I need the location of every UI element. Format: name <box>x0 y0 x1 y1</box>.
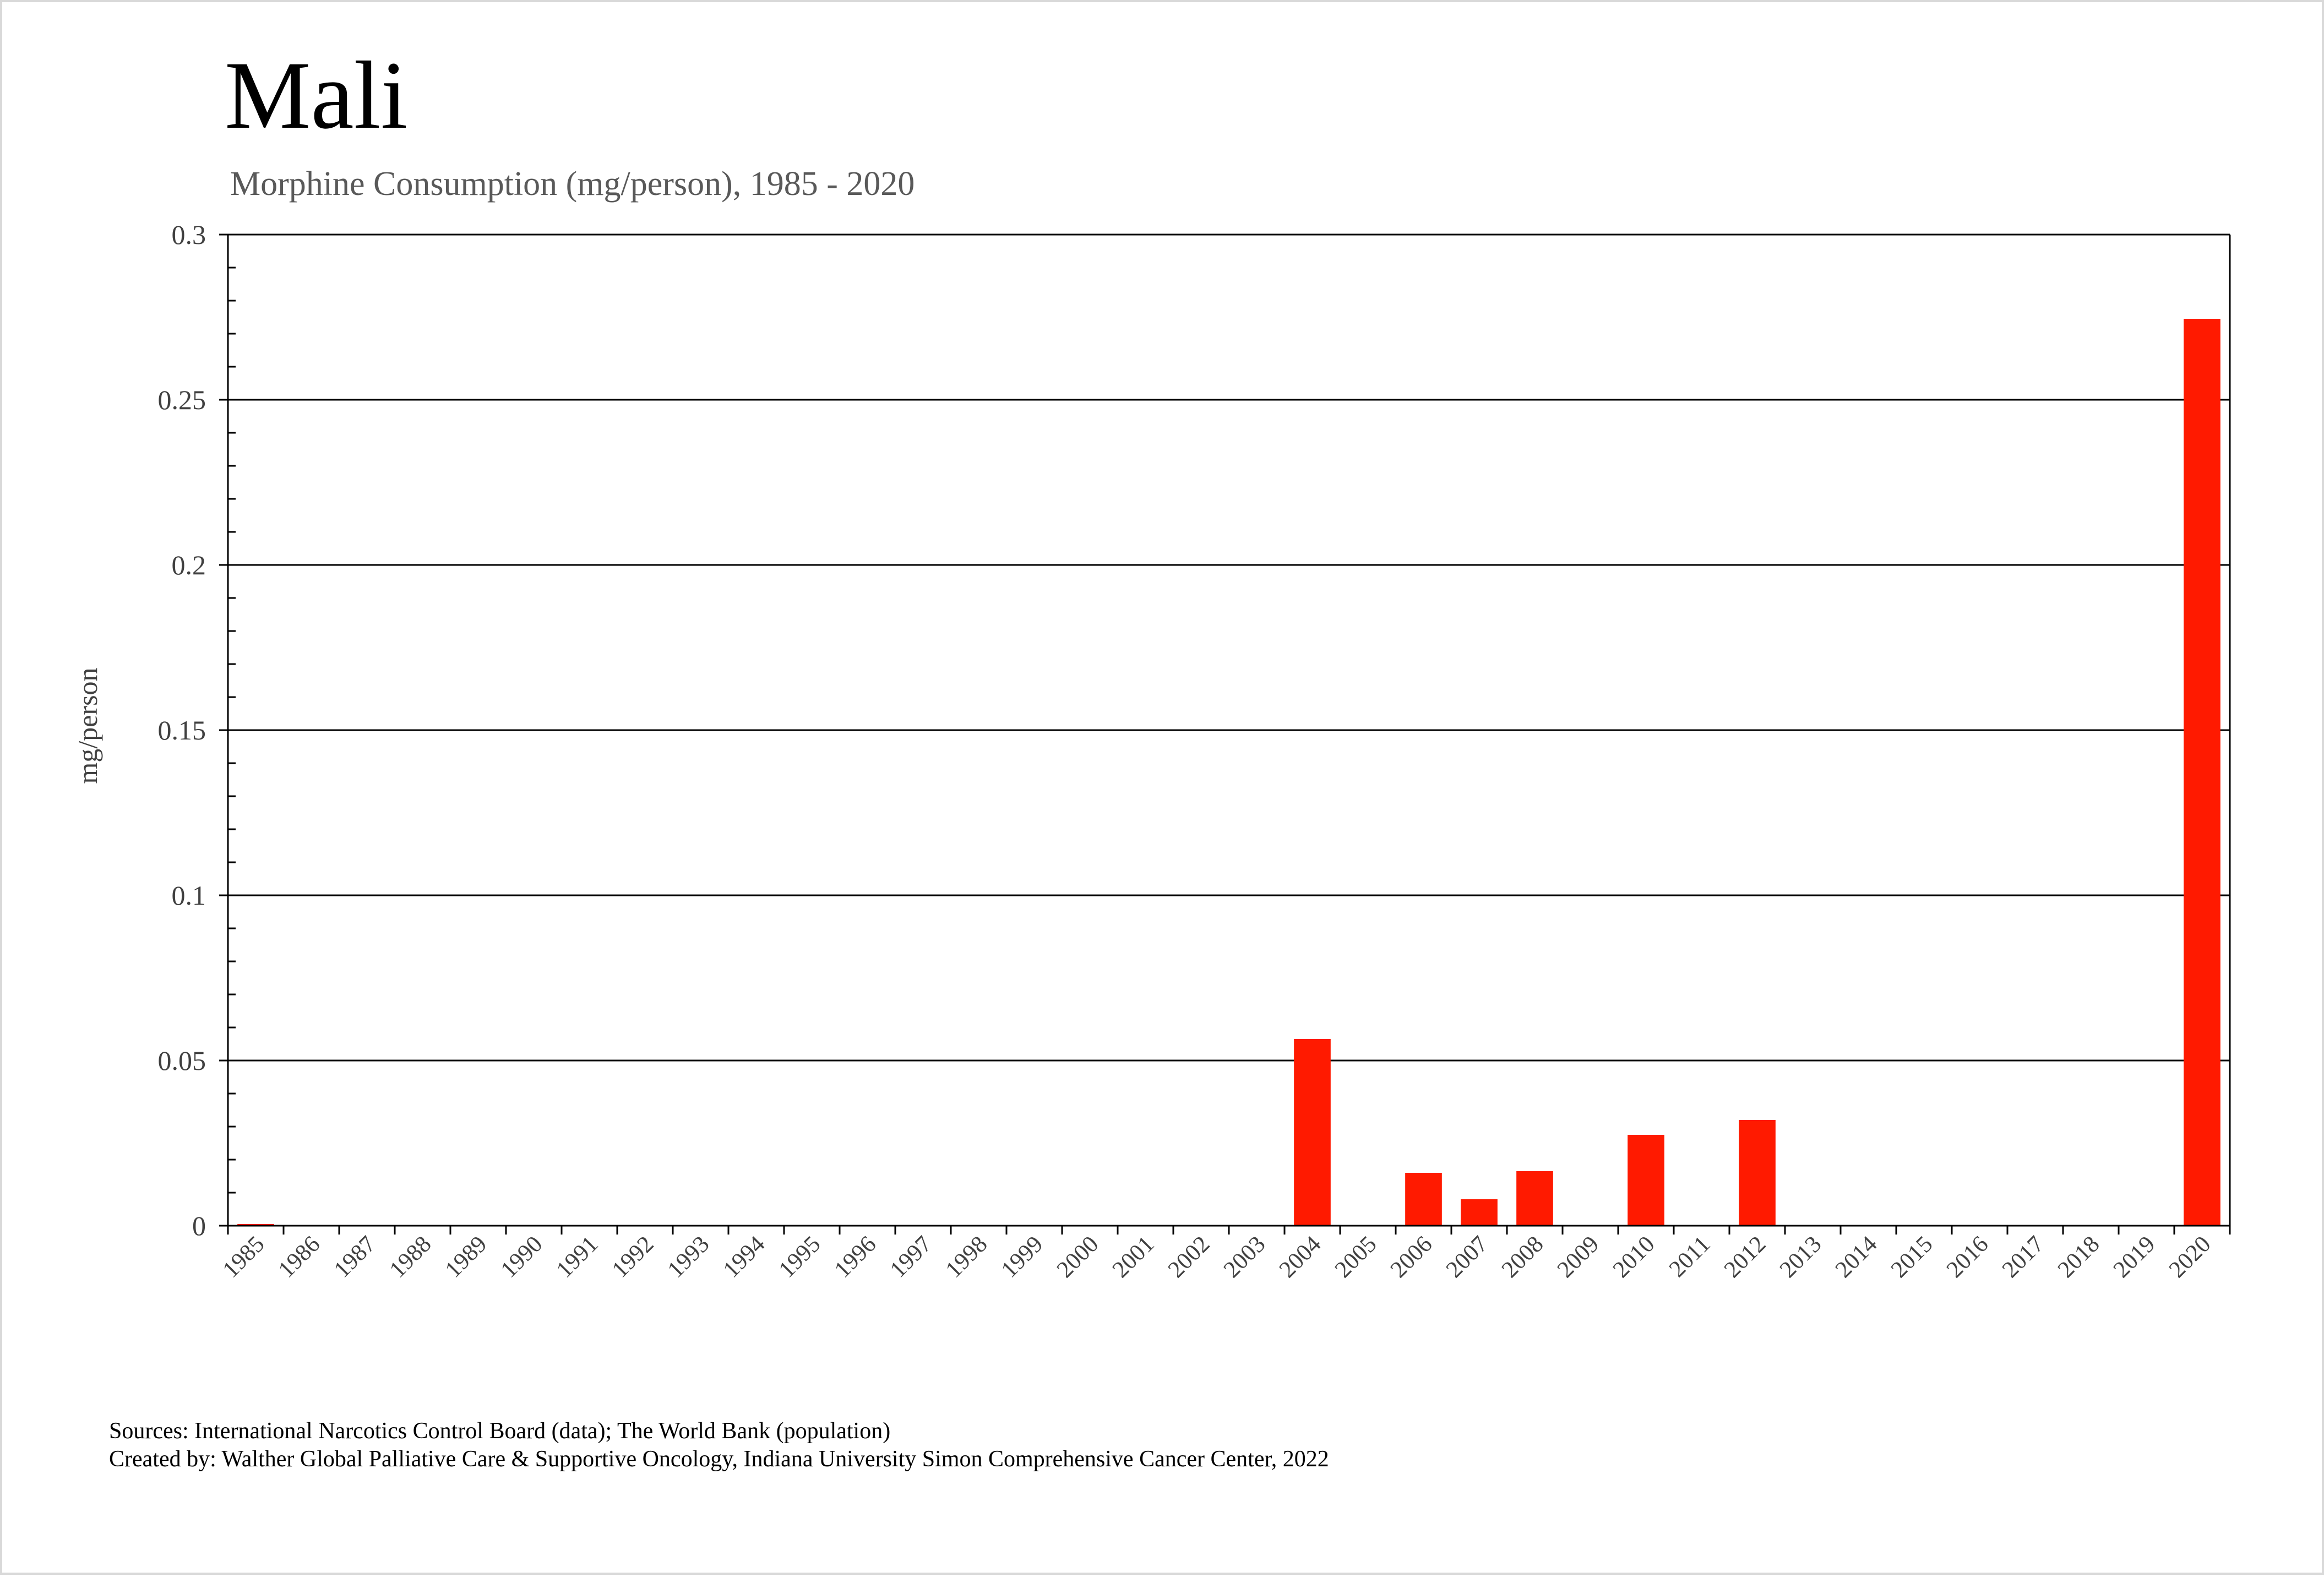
x-tick-label: 2012 <box>1719 1231 1771 1283</box>
x-tick-label: 1986 <box>274 1231 325 1283</box>
x-tick-label: 1985 <box>218 1231 270 1283</box>
x-tick-label: 2009 <box>1553 1231 1604 1283</box>
chart-title: Mali <box>225 42 407 149</box>
x-tick-label: 2014 <box>1831 1231 1882 1283</box>
x-tick-label: 1991 <box>552 1231 603 1283</box>
bar-2004 <box>1294 1039 1331 1226</box>
x-tick-label: 1998 <box>941 1231 993 1283</box>
x-tick-labels: 1985 1986 1987 1988 1989 1990 1991 1992 1993 1994… <box>218 1231 2216 1283</box>
x-tick-label: 2010 <box>1608 1231 1660 1283</box>
x-tick-label: 2011 <box>1664 1231 1716 1282</box>
bars <box>237 319 2220 1226</box>
x-tick-label: 2019 <box>2109 1231 2160 1283</box>
x-tick-label: 1996 <box>830 1231 881 1283</box>
axes <box>219 233 2231 1235</box>
x-tick-label: 2005 <box>1330 1231 1382 1283</box>
bar-2007 <box>1461 1199 1498 1226</box>
bar-2010 <box>1628 1135 1664 1226</box>
x-tick-label: 2015 <box>1886 1231 1938 1283</box>
y-tick-label: 0.15 <box>158 715 206 746</box>
x-tick-label: 2018 <box>2053 1231 2105 1283</box>
created-by-note: Created by: Walther Global Palliative Ca… <box>109 1447 1329 1472</box>
x-tick-label: 2002 <box>1163 1231 1215 1283</box>
gridlines <box>228 233 2230 1062</box>
y-axis-label: mg/person <box>72 667 103 784</box>
x-tick-label: 2001 <box>1108 1231 1160 1283</box>
x-tick-label: 1989 <box>440 1231 492 1283</box>
x-tick-label: 2016 <box>1942 1231 1994 1283</box>
x-tick-label: 1999 <box>997 1231 1048 1283</box>
x-tick-label: 1992 <box>607 1231 659 1283</box>
chart-subtitle: Morphine Consumption (mg/person), 1985 -… <box>230 165 915 203</box>
x-tick-label: 1997 <box>885 1231 937 1283</box>
y-tick-labels: 0 0.05 0.1 0.15 0.2 0.25 0.3 <box>158 219 206 1241</box>
y-tick-label: 0.2 <box>172 550 206 580</box>
x-tick-label: 2000 <box>1052 1231 1104 1283</box>
x-tick-label: 1990 <box>496 1231 548 1283</box>
x-tick-label: 2008 <box>1497 1231 1549 1283</box>
x-tick-label: 2020 <box>2164 1231 2216 1283</box>
sources-note: Sources: International Narcotics Control… <box>109 1418 890 1444</box>
x-tick-label: 2007 <box>1441 1231 1493 1283</box>
x-tick-label: 2004 <box>1275 1231 1326 1283</box>
x-tick-label: 2006 <box>1386 1231 1438 1283</box>
bar-2008 <box>1516 1171 1553 1226</box>
x-tick-label: 2003 <box>1219 1231 1271 1283</box>
bar-2012 <box>1739 1120 1776 1226</box>
x-tick-label: 1987 <box>329 1231 381 1283</box>
y-tick-label: 0.05 <box>158 1045 206 1076</box>
bar-2006 <box>1405 1173 1442 1226</box>
x-tick-label: 1993 <box>663 1231 715 1283</box>
x-tick-label: 1995 <box>774 1231 826 1283</box>
x-tick-label: 2013 <box>1775 1231 1827 1283</box>
bar-2020 <box>2184 319 2220 1226</box>
y-tick-label: 0 <box>192 1210 206 1241</box>
x-tick-label: 2017 <box>1998 1231 2049 1283</box>
x-tick-label: 1994 <box>719 1231 770 1283</box>
x-tick-label: 1988 <box>385 1231 437 1283</box>
y-tick-label: 0.1 <box>172 880 206 911</box>
y-tick-label: 0.3 <box>172 219 206 250</box>
y-tick-label: 0.25 <box>158 384 206 415</box>
